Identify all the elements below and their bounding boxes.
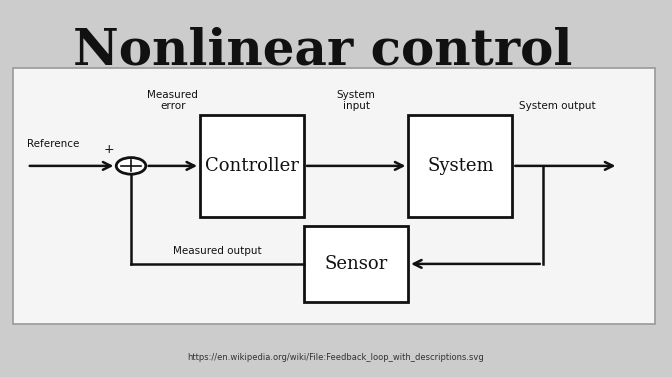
Bar bbox=[13, 68, 655, 324]
Bar bbox=[408, 115, 513, 217]
Text: Reference: Reference bbox=[27, 139, 79, 149]
Text: System
input: System input bbox=[337, 90, 376, 111]
Text: Controller: Controller bbox=[205, 157, 299, 175]
Text: Measured
error: Measured error bbox=[147, 90, 198, 111]
Text: System output: System output bbox=[519, 101, 596, 111]
Text: Sensor: Sensor bbox=[325, 255, 388, 273]
Text: https://en.wikipedia.org/wiki/File:Feedback_loop_with_descriptions.svg: https://en.wikipedia.org/wiki/File:Feedb… bbox=[187, 353, 485, 362]
Bar bbox=[200, 115, 304, 217]
Circle shape bbox=[116, 158, 146, 174]
Text: Measured output: Measured output bbox=[173, 246, 262, 256]
Text: System: System bbox=[427, 157, 494, 175]
Bar bbox=[304, 226, 408, 302]
Text: Nonlinear control: Nonlinear control bbox=[73, 26, 573, 75]
Text: +: + bbox=[103, 143, 114, 156]
